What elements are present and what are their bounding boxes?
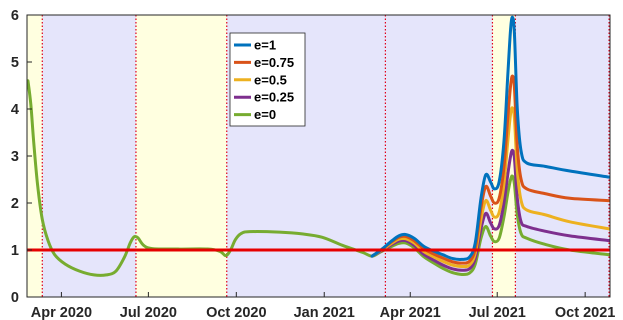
x-tick-label: Oct 2020: [206, 305, 266, 320]
y-tick-label: 4: [11, 102, 19, 118]
y-tick-label: 6: [11, 8, 19, 24]
legend-entry-label: e=0.75: [254, 55, 294, 70]
x-tick-label: Jul 2021: [469, 305, 526, 320]
x-tick-label: Apr 2021: [380, 305, 441, 320]
background-band-2: [135, 15, 227, 297]
x-tick-label: Jan 2021: [294, 305, 355, 320]
axes: 0 1 2 3 4 5 6 Apr 2020 Jul 2020 Oct 2020 Jan 2021 A…: [11, 8, 615, 320]
legend-entry-label: e=0.5: [254, 72, 287, 87]
x-tick-label: Apr 2020: [31, 305, 92, 320]
legend-entry-label: e=0: [254, 107, 276, 122]
legend-entry-label: e=0.25: [254, 90, 294, 105]
series-line-e-0-25: [370, 148, 611, 272]
y-tick-label: 0: [11, 290, 19, 306]
series-line-e-0-5: [370, 106, 611, 269]
series-line-e-0: [26, 79, 611, 277]
y-tick-label: 5: [11, 55, 19, 71]
series-line-e-0-75: [370, 74, 611, 265]
legend: e=1 e=0.75 e=0.5 e=0.25 e=0: [229, 32, 306, 127]
y-tick-label: 2: [11, 196, 19, 212]
legend-entry-label: e=1: [254, 38, 276, 53]
y-tick-label: 1: [11, 243, 19, 259]
series-lines: [26, 15, 611, 277]
y-tick-label: 3: [11, 149, 19, 165]
x-tick-label: Oct 2021: [555, 305, 615, 320]
series-line-e-1: [370, 15, 611, 261]
x-tick-label: Jul 2020: [120, 305, 177, 320]
